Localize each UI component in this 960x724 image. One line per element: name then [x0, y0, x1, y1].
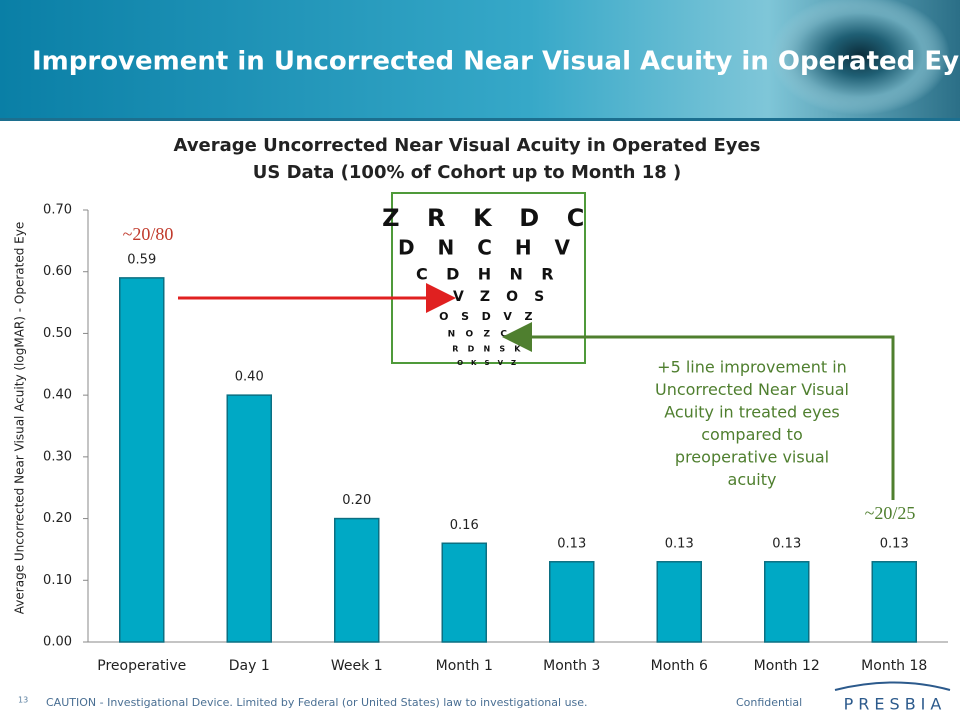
x-tick-label: Month 6 [651, 658, 708, 674]
value-label: 0.20 [342, 493, 371, 508]
x-tick-label: Month 1 [436, 658, 493, 674]
x-tick-label: Month 12 [754, 658, 820, 674]
confidential: Confidential [736, 696, 802, 709]
value-label: 0.16 [450, 518, 479, 533]
y-tick-label: 0.10 [43, 573, 72, 588]
logo: PRESBIA [844, 695, 947, 714]
bar [656, 561, 702, 643]
value-label: 0.13 [772, 536, 801, 551]
chart-subtitle: US Data (100% of Cohort up to Month 18 ) [253, 162, 682, 183]
x-tick-label: Day 1 [229, 658, 270, 674]
x-tick-label: Preoperative [97, 658, 186, 674]
footer: CAUTION - Investigational Device. Limite… [46, 696, 588, 709]
bar [549, 561, 595, 643]
eye-chart-row: C D H N R [416, 265, 560, 284]
eye-image [770, 0, 950, 115]
eye-chart-row: O K S V Z [457, 359, 519, 367]
x-tick-label: Week 1 [331, 658, 383, 674]
eye-chart-row: D N C H V [398, 236, 578, 260]
y-tick-label: 0.60 [43, 264, 72, 279]
chart-title: Average Uncorrected Near Visual Acuity i… [174, 135, 761, 156]
bar [441, 542, 487, 643]
annotation-note: compared to [701, 425, 803, 444]
y-tick-label: 0.50 [43, 326, 72, 341]
annotation-note: preoperative visual [675, 448, 829, 467]
header-rule [0, 118, 960, 121]
y-tick-label: 0.40 [43, 388, 72, 403]
eye-chart-row: O S D V Z [439, 310, 537, 323]
bar [764, 561, 810, 643]
eye-chart-row: N O Z C D [448, 330, 529, 340]
eye-chart [391, 192, 586, 364]
x-tick-label: Month 3 [543, 658, 600, 674]
value-label: 0.13 [557, 536, 586, 551]
green-arrow [502, 322, 895, 500]
bar [119, 277, 165, 643]
annotation-note: acuity [728, 470, 777, 489]
annotation: ~20/80 [123, 224, 174, 244]
annotation: ~20/25 [865, 503, 916, 523]
y-axis-label: Average Uncorrected Near Visual Acuity (… [13, 222, 27, 614]
annotation-note: +5 line improvement in [657, 358, 847, 377]
slide-title: Improvement in Uncorrected Near Visual A… [32, 47, 960, 77]
y-tick-label: 0.30 [43, 449, 72, 464]
logo-swoosh [834, 681, 951, 691]
value-label: 0.40 [235, 370, 264, 385]
eye-chart-row: Z R K D C [382, 204, 594, 232]
y-tick-label: 0.00 [43, 635, 72, 650]
y-tick-label: 0.20 [43, 511, 72, 526]
eye-chart-row: R D N S K [452, 345, 523, 354]
bar [334, 517, 380, 643]
annotation-note: Acuity in treated eyes [664, 403, 840, 422]
value-label: 0.13 [880, 536, 909, 551]
x-tick-label: Month 18 [861, 658, 927, 674]
value-label: 0.13 [665, 536, 694, 551]
bar [871, 561, 917, 643]
value-label: 0.59 [127, 252, 156, 267]
annotation-note: Uncorrected Near Visual [655, 380, 849, 399]
y-tick-label: 0.70 [43, 203, 72, 218]
page-number: 13 [18, 696, 28, 705]
bar [226, 394, 272, 643]
